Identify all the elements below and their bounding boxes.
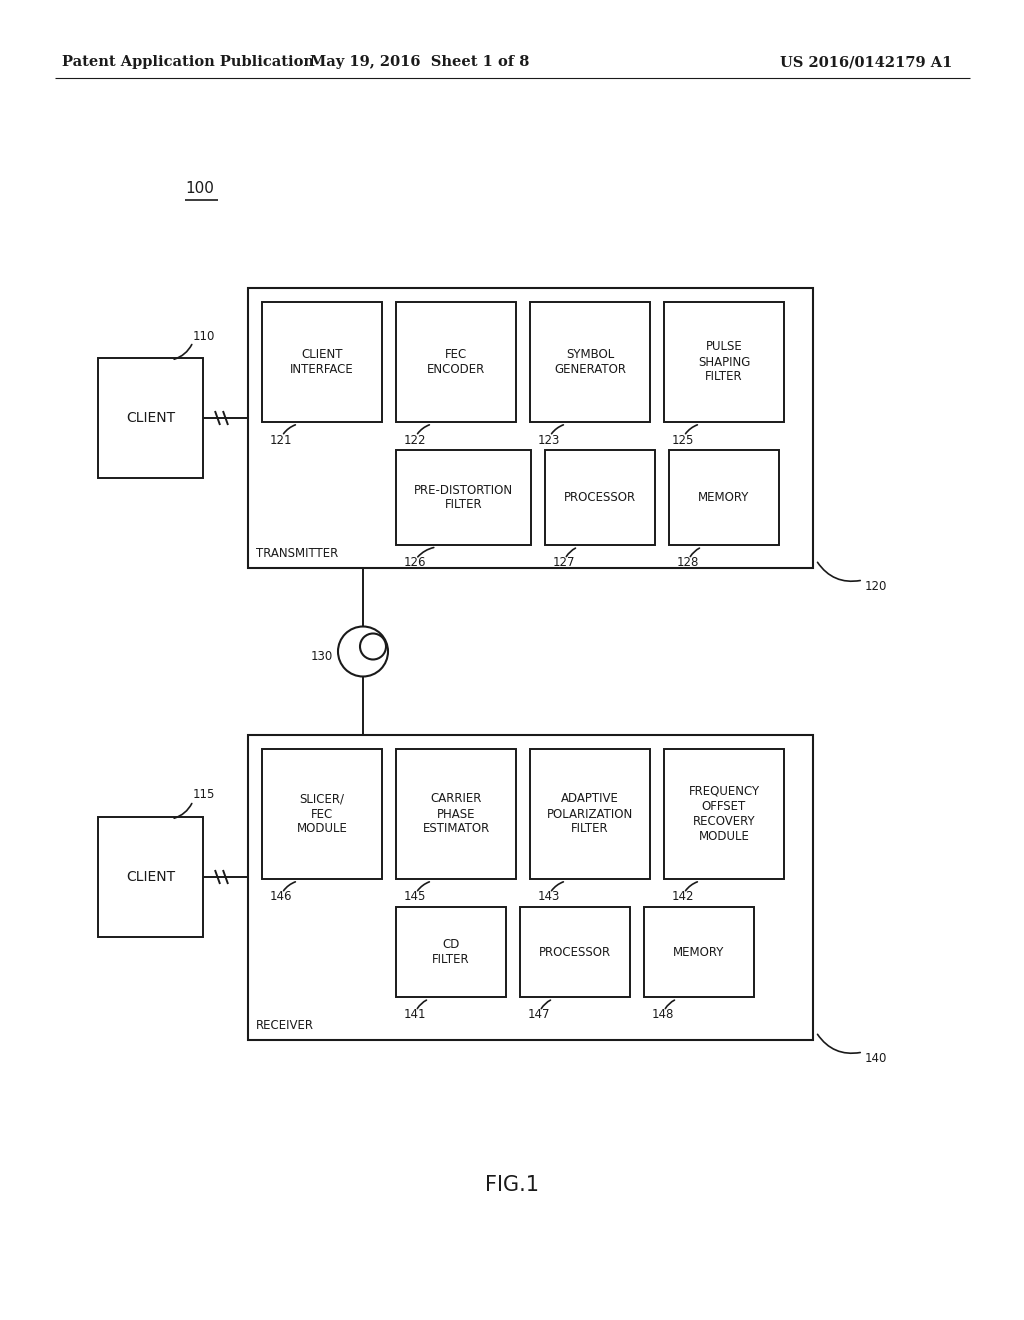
FancyArrowPatch shape bbox=[685, 425, 697, 434]
Bar bbox=[396, 302, 516, 422]
Text: 127: 127 bbox=[553, 557, 575, 569]
Text: CD
FILTER: CD FILTER bbox=[432, 939, 470, 966]
Bar bbox=[530, 302, 650, 422]
Text: 146: 146 bbox=[270, 891, 293, 903]
Text: CARRIER
PHASE
ESTIMATOR: CARRIER PHASE ESTIMATOR bbox=[422, 792, 489, 836]
FancyArrowPatch shape bbox=[552, 425, 563, 434]
Text: 110: 110 bbox=[193, 330, 215, 342]
Bar bbox=[262, 302, 382, 422]
Bar bbox=[98, 817, 203, 937]
FancyArrowPatch shape bbox=[174, 804, 191, 818]
Text: 122: 122 bbox=[404, 433, 427, 446]
Text: 125: 125 bbox=[672, 433, 694, 446]
Text: PULSE
SHAPING
FILTER: PULSE SHAPING FILTER bbox=[697, 341, 751, 384]
Text: US 2016/0142179 A1: US 2016/0142179 A1 bbox=[780, 55, 952, 69]
Text: 148: 148 bbox=[652, 1008, 675, 1022]
Bar bbox=[248, 288, 813, 568]
Text: 145: 145 bbox=[404, 891, 426, 903]
Bar bbox=[664, 748, 784, 879]
Bar bbox=[396, 748, 516, 879]
FancyArrowPatch shape bbox=[566, 548, 575, 557]
Text: 147: 147 bbox=[528, 1008, 551, 1022]
Bar bbox=[248, 735, 813, 1040]
Text: 142: 142 bbox=[672, 891, 694, 903]
Text: MEMORY: MEMORY bbox=[674, 945, 725, 958]
Text: 128: 128 bbox=[677, 557, 699, 569]
Text: RECEIVER: RECEIVER bbox=[256, 1019, 314, 1032]
Text: PRE-DISTORTION
FILTER: PRE-DISTORTION FILTER bbox=[414, 483, 513, 511]
FancyArrowPatch shape bbox=[418, 548, 434, 557]
Text: TRANSMITTER: TRANSMITTER bbox=[256, 546, 338, 560]
Bar bbox=[545, 450, 655, 545]
FancyArrowPatch shape bbox=[174, 345, 191, 359]
Text: 100: 100 bbox=[185, 181, 214, 195]
Text: 143: 143 bbox=[538, 891, 560, 903]
FancyArrowPatch shape bbox=[690, 548, 699, 557]
Text: CLIENT
INTERFACE: CLIENT INTERFACE bbox=[290, 348, 354, 376]
Text: 126: 126 bbox=[404, 557, 427, 569]
FancyArrowPatch shape bbox=[542, 1001, 551, 1008]
FancyArrowPatch shape bbox=[666, 1001, 675, 1008]
Text: 141: 141 bbox=[404, 1008, 427, 1022]
Bar bbox=[530, 748, 650, 879]
Text: PROCESSOR: PROCESSOR bbox=[564, 491, 636, 504]
Bar bbox=[396, 907, 506, 997]
Text: CLIENT: CLIENT bbox=[126, 411, 175, 425]
Text: May 19, 2016  Sheet 1 of 8: May 19, 2016 Sheet 1 of 8 bbox=[310, 55, 529, 69]
Text: PROCESSOR: PROCESSOR bbox=[539, 945, 611, 958]
FancyArrowPatch shape bbox=[284, 882, 295, 891]
Text: 123: 123 bbox=[538, 433, 560, 446]
Text: ADAPTIVE
POLARIZATION
FILTER: ADAPTIVE POLARIZATION FILTER bbox=[547, 792, 633, 836]
Bar bbox=[669, 450, 779, 545]
Bar bbox=[644, 907, 754, 997]
Text: CLIENT: CLIENT bbox=[126, 870, 175, 884]
Text: Patent Application Publication: Patent Application Publication bbox=[62, 55, 314, 69]
Text: 140: 140 bbox=[865, 1052, 888, 1064]
Text: MEMORY: MEMORY bbox=[698, 491, 750, 504]
Bar bbox=[396, 450, 531, 545]
Bar bbox=[664, 302, 784, 422]
FancyArrowPatch shape bbox=[418, 882, 429, 891]
FancyArrowPatch shape bbox=[418, 425, 429, 434]
FancyArrowPatch shape bbox=[817, 1035, 860, 1053]
Text: 121: 121 bbox=[270, 433, 293, 446]
Text: FIG.1: FIG.1 bbox=[485, 1175, 539, 1195]
Text: SLICER/
FEC
MODULE: SLICER/ FEC MODULE bbox=[297, 792, 347, 836]
FancyArrowPatch shape bbox=[552, 882, 563, 891]
Text: 130: 130 bbox=[310, 649, 333, 663]
Bar bbox=[262, 748, 382, 879]
Bar bbox=[98, 358, 203, 478]
Text: FEC
ENCODER: FEC ENCODER bbox=[427, 348, 485, 376]
Text: FREQUENCY
OFFSET
RECOVERY
MODULE: FREQUENCY OFFSET RECOVERY MODULE bbox=[688, 785, 760, 843]
Text: 115: 115 bbox=[193, 788, 215, 801]
Text: SYMBOL
GENERATOR: SYMBOL GENERATOR bbox=[554, 348, 626, 376]
Bar bbox=[520, 907, 630, 997]
FancyArrowPatch shape bbox=[817, 562, 860, 581]
Text: 120: 120 bbox=[865, 579, 888, 593]
FancyArrowPatch shape bbox=[685, 882, 697, 891]
FancyArrowPatch shape bbox=[418, 1001, 426, 1008]
FancyArrowPatch shape bbox=[284, 425, 295, 434]
